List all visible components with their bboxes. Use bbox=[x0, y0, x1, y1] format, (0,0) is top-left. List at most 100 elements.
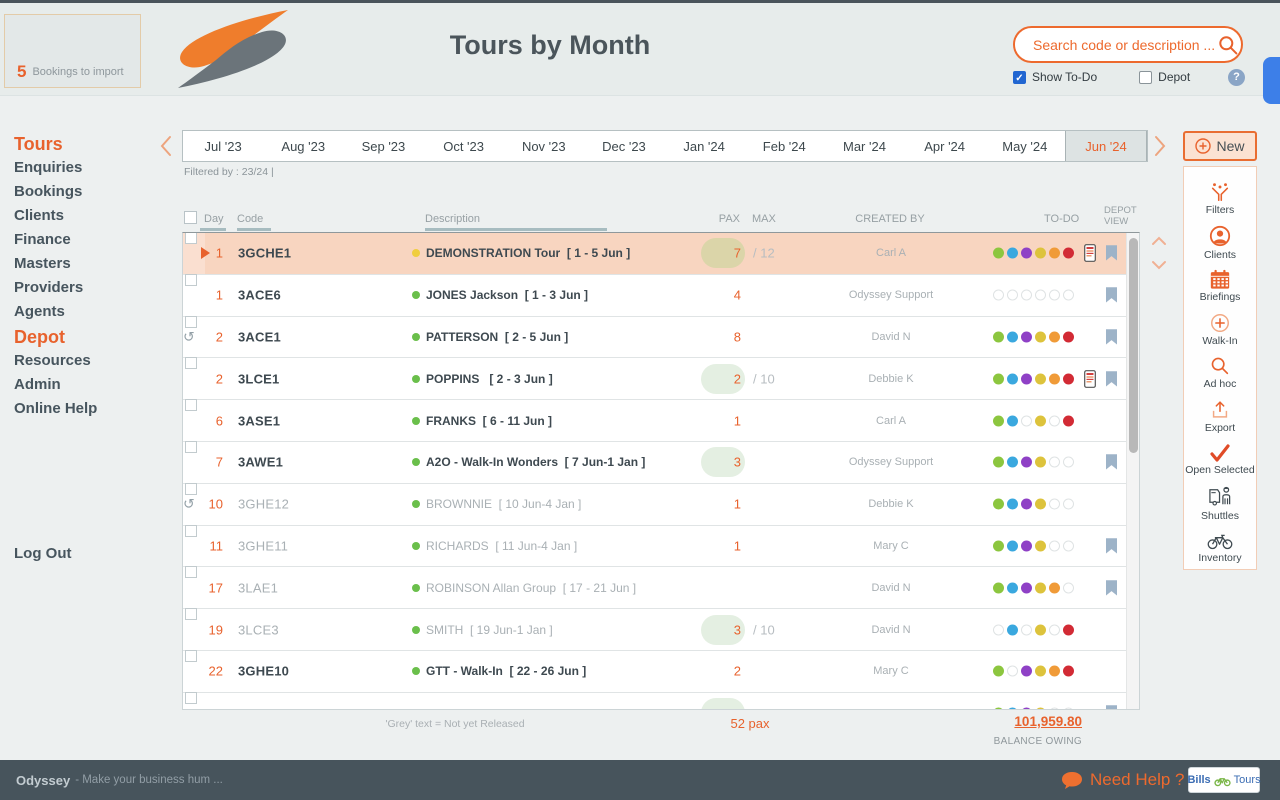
todo-dot-icon bbox=[1035, 373, 1046, 385]
table-row[interactable]: 19 3LCE3 SMITH [ 19 Jun-1 Jan ] 3 / 10 David … bbox=[183, 608, 1139, 651]
month-tab-sep-23[interactable]: Sep '23 bbox=[361, 138, 406, 154]
month-tab-jul-23[interactable]: Jul '23 bbox=[204, 138, 242, 154]
month-tab-dec-23[interactable]: Dec '23 bbox=[602, 138, 646, 154]
bookmark-icon[interactable] bbox=[1105, 245, 1118, 262]
ad-hoc-action[interactable]: Ad hoc bbox=[1184, 351, 1256, 395]
sidebar-item-admin[interactable]: Admin bbox=[14, 376, 61, 393]
month-tab-may-24[interactable]: May '24 bbox=[1002, 138, 1048, 154]
row-checkbox[interactable] bbox=[185, 524, 197, 537]
table-row[interactable]: 2 3LCE1 POPPINS [ 2 - 3 Jun ] 2 / 10 Debbie K bbox=[183, 357, 1139, 401]
table-row[interactable]: ↺ 2 3ACE1 PATTERSON [ 2 - 5 Jun ] 8 David N bbox=[183, 315, 1139, 359]
sidebar-item-resources[interactable]: Resources bbox=[14, 352, 91, 369]
todo-dot-icon bbox=[1049, 373, 1060, 385]
month-tab-jun-24[interactable]: Jun '24 bbox=[1064, 131, 1148, 161]
row-checkbox[interactable] bbox=[185, 399, 197, 412]
bookmark-icon[interactable] bbox=[1105, 454, 1118, 471]
briefings-action[interactable]: Briefings bbox=[1184, 264, 1256, 308]
clients-action[interactable]: Clients bbox=[1184, 221, 1256, 265]
month-tab-mar-24[interactable]: Mar '24 bbox=[842, 138, 886, 154]
table-row[interactable]: 11 3GHE11 RICHARDS [ 11 Jun-4 Jan ] 1 Mary C bbox=[183, 524, 1139, 568]
table-row[interactable]: 7 3AWE1 A2O - Walk-In Wonders [ 7 Jun-1 Ja… bbox=[183, 440, 1139, 484]
import-label: Bookings to import bbox=[32, 66, 124, 78]
row-checkbox[interactable] bbox=[185, 608, 197, 621]
need-help-link[interactable]: Need Help ? bbox=[1090, 770, 1185, 789]
chat-bubble-icon[interactable] bbox=[1061, 771, 1083, 790]
row-checkbox[interactable] bbox=[185, 691, 197, 704]
sidebar-item-enquiries[interactable]: Enquiries bbox=[14, 159, 83, 176]
logout-link[interactable]: Log Out bbox=[14, 545, 72, 562]
scroll-up-chevron-icon[interactable] bbox=[1151, 233, 1167, 251]
todo-dot-icon bbox=[1049, 624, 1060, 636]
prev-month-chevron-icon[interactable] bbox=[157, 134, 175, 158]
row-checkbox[interactable] bbox=[185, 482, 197, 495]
search-input[interactable] bbox=[1015, 36, 1218, 53]
sidebar-item-depot[interactable]: Depot bbox=[14, 327, 65, 347]
search-icon[interactable] bbox=[1218, 35, 1238, 55]
todo-dots bbox=[993, 247, 1074, 259]
feedback-edge-tab[interactable] bbox=[1263, 57, 1280, 104]
col-day[interactable]: Day bbox=[204, 213, 224, 225]
search-box[interactable] bbox=[1013, 26, 1243, 63]
table-scrollbar[interactable] bbox=[1126, 233, 1139, 709]
show-todo-checkbox[interactable]: ✓ bbox=[1013, 70, 1026, 84]
row-checkbox[interactable] bbox=[185, 315, 197, 328]
sidebar-item-providers[interactable]: Providers bbox=[14, 279, 84, 296]
new-button[interactable]: New bbox=[1183, 131, 1257, 161]
col-code[interactable]: Code bbox=[237, 213, 264, 225]
sidebar-item-tours[interactable]: Tours bbox=[14, 134, 63, 154]
status-dot-icon bbox=[412, 458, 420, 467]
bookmark-icon[interactable] bbox=[1105, 705, 1118, 709]
inventory-action[interactable]: Inventory bbox=[1184, 525, 1256, 569]
scrollbar-thumb[interactable] bbox=[1129, 238, 1138, 453]
bookmark-icon[interactable] bbox=[1105, 287, 1118, 304]
table-row[interactable]: 22 3GHE10 GTT - Walk-In [ 22 - 26 Jun ] 2 Ma… bbox=[183, 649, 1139, 693]
status-dot-icon bbox=[412, 332, 420, 341]
top-strip bbox=[0, 0, 1280, 3]
open-selected-action[interactable]: Open Selected bbox=[1184, 438, 1256, 482]
month-tab-nov-23[interactable]: Nov '23 bbox=[521, 138, 566, 154]
table-row[interactable]: 6 3ASE1 FRANKS [ 6 - 11 Jun ] 1 Carl A bbox=[183, 399, 1139, 442]
month-tab-aug-23[interactable]: Aug '23 bbox=[281, 138, 326, 154]
filters-action[interactable]: Filters bbox=[1184, 177, 1256, 221]
balance-owing-value[interactable]: 101,959.80 bbox=[1014, 714, 1082, 729]
sidebar-item-online-help[interactable]: Online Help bbox=[14, 400, 98, 417]
sidebar-item-agents[interactable]: Agents bbox=[14, 303, 65, 320]
select-all-checkbox[interactable] bbox=[184, 211, 197, 224]
row-checkbox[interactable] bbox=[185, 233, 197, 244]
month-tab-jan-24[interactable]: Jan '24 bbox=[683, 138, 725, 154]
row-checkbox[interactable] bbox=[185, 357, 197, 370]
table-row[interactable]: 1 3GCHE1 DEMONSTRATION Tour [ 1 - 5 Jun ] 7… bbox=[183, 233, 1139, 275]
shuttles-action[interactable]: Shuttles bbox=[1184, 482, 1256, 526]
month-tab-apr-24[interactable]: Apr '24 bbox=[924, 138, 966, 154]
next-month-chevron-icon[interactable] bbox=[1151, 134, 1169, 158]
table-row[interactable]: 17 3LAE1 ROBINSON Allan Group [ 17 - 21 Ju… bbox=[183, 566, 1139, 610]
sidebar-item-masters[interactable]: Masters bbox=[14, 255, 71, 272]
row-checkbox[interactable] bbox=[185, 273, 197, 286]
todo-dot-icon bbox=[1007, 289, 1018, 301]
table-row[interactable]: 1 3ACE6 JONES Jackson [ 1 - 3 Jun ] 4 Odysse… bbox=[183, 273, 1139, 317]
bookings-import-badge[interactable]: 5 Bookings to import bbox=[4, 14, 141, 88]
bookmark-icon[interactable] bbox=[1105, 328, 1118, 345]
walk-in-action[interactable]: Walk-In bbox=[1184, 308, 1256, 352]
col-description[interactable]: Description bbox=[425, 213, 481, 225]
table-row[interactable] bbox=[183, 691, 1139, 709]
scroll-down-chevron-icon[interactable] bbox=[1151, 257, 1167, 275]
todo-dots bbox=[993, 456, 1074, 468]
row-checkbox[interactable] bbox=[185, 649, 197, 662]
row-checkbox[interactable] bbox=[185, 566, 197, 579]
export-action[interactable]: Export bbox=[1184, 395, 1256, 439]
help-icon[interactable]: ? bbox=[1228, 68, 1245, 86]
sidebar-item-bookings[interactable]: Bookings bbox=[14, 183, 83, 200]
bookmark-icon[interactable] bbox=[1105, 370, 1118, 387]
sidebar-item-finance[interactable]: Finance bbox=[14, 231, 71, 248]
bookmark-icon[interactable] bbox=[1105, 579, 1118, 596]
sidebar-item-clients[interactable]: Clients bbox=[14, 207, 65, 224]
todo-dot-icon bbox=[993, 707, 1004, 709]
depot-checkbox[interactable] bbox=[1139, 70, 1153, 84]
table-row[interactable]: ↺ 10 3GHE12 BROWNNIE [ 10 Jun-4 Jan ] 1 Debbi… bbox=[183, 482, 1139, 526]
month-tab-oct-23[interactable]: Oct '23 bbox=[443, 138, 484, 154]
bills-tours-logo[interactable]: Bills Tours bbox=[1187, 767, 1261, 793]
bookmark-icon[interactable] bbox=[1105, 537, 1118, 554]
month-tab-feb-24[interactable]: Feb '24 bbox=[762, 138, 806, 154]
row-checkbox[interactable] bbox=[185, 440, 197, 453]
